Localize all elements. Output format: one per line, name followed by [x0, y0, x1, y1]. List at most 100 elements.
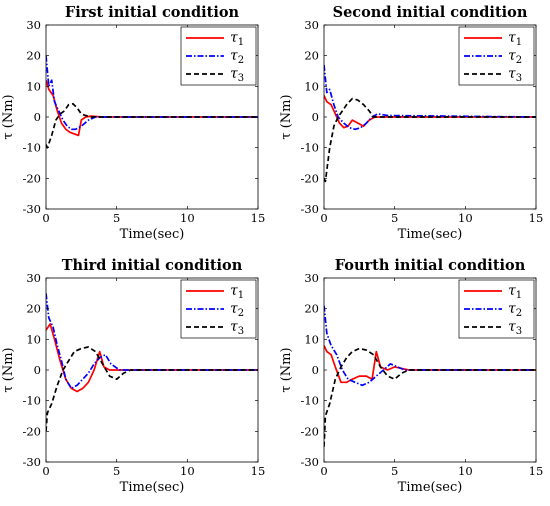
- series-line-tau1: [46, 79, 258, 137]
- legend-subscript: 3: [516, 326, 522, 337]
- legend-subscript: 3: [238, 326, 244, 337]
- y-tick-label: 10: [26, 332, 41, 346]
- legend-symbol: τ: [508, 30, 516, 46]
- legend-label-tau3: τ3: [508, 319, 522, 337]
- legend-subscript: 3: [238, 73, 244, 84]
- series-line-tau2: [324, 305, 536, 387]
- x-tick-label: 0: [320, 211, 327, 225]
- legend-symbol: τ: [230, 319, 238, 335]
- y-tick-label: -20: [22, 171, 41, 185]
- chart-title: Third initial condition: [62, 257, 243, 274]
- y-tick-label: 10: [26, 79, 41, 93]
- y-tick-label: 20: [304, 49, 319, 63]
- x-tick-label: 5: [113, 211, 120, 225]
- x-tick-label: 15: [529, 211, 544, 225]
- legend-label-tau3: τ3: [230, 66, 244, 84]
- legend-symbol: τ: [230, 301, 238, 317]
- y-tick-label: -10: [22, 141, 41, 155]
- y-tick-label: -20: [300, 424, 319, 438]
- legend-symbol: τ: [230, 283, 238, 299]
- legend-symbol: τ: [230, 66, 238, 82]
- y-axis-label: τ (Nm): [1, 94, 16, 139]
- y-tick-label: 20: [26, 49, 41, 63]
- legend-symbol: τ: [230, 30, 238, 46]
- y-tick-label: -10: [300, 394, 319, 408]
- series-line-tau2: [46, 293, 258, 390]
- legend-label-tau2: τ2: [508, 301, 522, 319]
- x-tick-label: 10: [458, 211, 473, 225]
- legend-subscript: 2: [238, 55, 244, 66]
- y-tick-label: 0: [34, 110, 41, 124]
- legend-label-tau3: τ3: [508, 66, 522, 84]
- series-line-tau1: [46, 323, 258, 393]
- legend-subscript: 1: [238, 290, 244, 301]
- x-tick-label: 10: [458, 464, 473, 478]
- y-tick-label: -10: [300, 141, 319, 155]
- x-axis-label: Time(sec): [398, 480, 463, 495]
- x-axis-label: Time(sec): [120, 480, 185, 495]
- y-tick-label: -30: [300, 202, 319, 216]
- chart-title: Fourth initial condition: [335, 257, 526, 274]
- y-tick-label: 20: [304, 302, 319, 316]
- legend-label-tau2: τ2: [230, 48, 244, 66]
- y-tick-label: 30: [26, 271, 41, 285]
- legend-label-tau3: τ3: [230, 319, 244, 337]
- series-line-tau3: [324, 97, 536, 183]
- y-axis-label: τ (Nm): [1, 347, 16, 392]
- x-tick-label: 5: [391, 464, 398, 478]
- legend-symbol: τ: [508, 48, 516, 64]
- chart-title: First initial condition: [65, 4, 240, 21]
- legend-subscript: 2: [516, 308, 522, 319]
- legend-subscript: 1: [516, 37, 522, 48]
- chart-title: Second initial condition: [333, 4, 528, 21]
- legend-label-tau2: τ2: [508, 48, 522, 66]
- x-tick-label: 15: [251, 211, 266, 225]
- legend-label-tau1: τ1: [508, 283, 522, 301]
- series-line-tau1: [324, 345, 536, 384]
- legend-subscript: 1: [238, 37, 244, 48]
- chart-panel-2: Second initial condition 0 5 10 15 30 20 10 0 -10…: [279, 4, 543, 242]
- y-tick-label: 30: [304, 18, 319, 32]
- legend-symbol: τ: [508, 319, 516, 335]
- y-tick-label: 10: [304, 332, 319, 346]
- y-tick-label: 0: [34, 363, 41, 377]
- chart-panel-1: First initial condition 0 5 10 15 30 20 10 0 -10 -…: [1, 4, 265, 242]
- x-tick-label: 5: [113, 464, 120, 478]
- y-tick-label: 0: [312, 363, 319, 377]
- legend-label-tau1: τ1: [230, 283, 244, 301]
- legend-symbol: τ: [508, 301, 516, 317]
- legend-subscript: 2: [238, 308, 244, 319]
- legend-label-tau1: τ1: [508, 30, 522, 48]
- x-tick-label: 15: [251, 464, 266, 478]
- legend-symbol: τ: [508, 66, 516, 82]
- y-tick-label: -20: [22, 424, 41, 438]
- x-tick-label: 10: [180, 211, 195, 225]
- y-tick-label: 30: [304, 271, 319, 285]
- y-tick-label: 0: [312, 110, 319, 124]
- x-tick-label: 0: [42, 211, 49, 225]
- chart-panel-4: Fourth initial condition 0 5 10 15 30 20 10 0 -10…: [279, 257, 543, 495]
- chart-panel-3: Third initial condition 0 5 10 15 30 20 10 0 -10 -…: [1, 257, 265, 495]
- series-line-tau2: [324, 64, 536, 131]
- series-line-tau3: [324, 347, 536, 447]
- x-tick-label: 15: [529, 464, 544, 478]
- y-axis-label: τ (Nm): [279, 347, 294, 392]
- y-tick-label: 20: [26, 302, 41, 316]
- y-tick-label: -30: [22, 455, 41, 469]
- y-tick-label: 30: [26, 18, 41, 32]
- y-tick-label: -30: [22, 202, 41, 216]
- legend-label-tau1: τ1: [230, 30, 244, 48]
- y-tick-label: -10: [22, 394, 41, 408]
- legend-subscript: 1: [516, 290, 522, 301]
- legend-label-tau2: τ2: [230, 301, 244, 319]
- legend-symbol: τ: [508, 283, 516, 299]
- y-tick-label: -20: [300, 171, 319, 185]
- x-tick-label: 0: [320, 464, 327, 478]
- x-tick-label: 0: [42, 464, 49, 478]
- y-tick-label: -30: [300, 455, 319, 469]
- x-axis-label: Time(sec): [120, 227, 185, 242]
- y-axis-label: τ (Nm): [279, 94, 294, 139]
- legend-symbol: τ: [230, 48, 238, 64]
- legend-subscript: 2: [516, 55, 522, 66]
